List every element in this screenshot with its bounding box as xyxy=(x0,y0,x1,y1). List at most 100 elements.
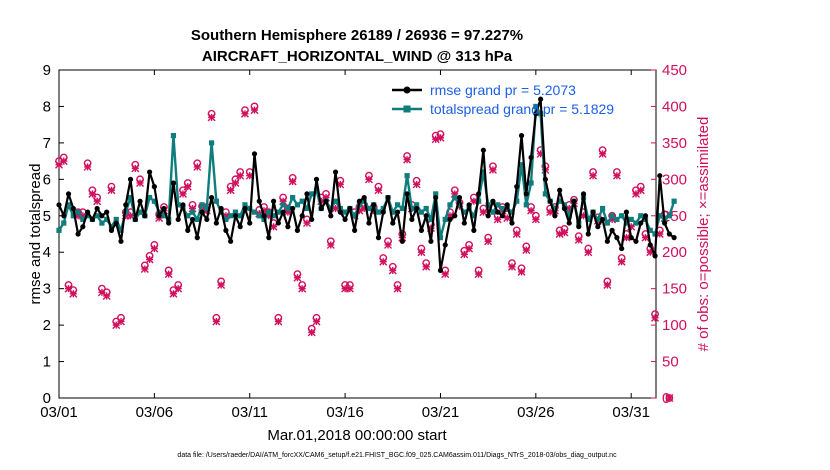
rmse-point xyxy=(127,176,134,182)
obs-assimilated-point xyxy=(493,215,502,224)
obs-assimilated-point xyxy=(517,267,526,276)
rmse-point xyxy=(166,220,172,226)
rmse-point xyxy=(251,151,258,157)
totalspread-point xyxy=(170,133,177,139)
obs-assimilated-point xyxy=(136,178,145,187)
totalspread-point xyxy=(275,209,281,215)
y-axis-left: 0 1 2 3 4 5 6 7 8 9 xyxy=(43,62,64,407)
rmse-point xyxy=(461,220,467,226)
y-axis-label: rmse and totalspread xyxy=(27,164,44,305)
rmse-point xyxy=(275,220,281,226)
totalspread-point xyxy=(294,202,301,208)
rmse-point xyxy=(514,184,520,190)
rmse-point xyxy=(137,198,143,204)
rmse-point xyxy=(566,220,572,226)
rmse-point xyxy=(394,209,401,215)
rmse-point xyxy=(380,209,386,215)
totalspread-point xyxy=(623,220,630,226)
rmse-point xyxy=(146,169,153,175)
totalspread-point xyxy=(242,202,248,208)
obs-assimilated-point xyxy=(388,266,397,275)
x-tick-label: 03/26 xyxy=(517,404,555,421)
totalspread-point xyxy=(619,213,625,219)
rmse-point xyxy=(456,194,463,201)
rmse-point xyxy=(628,235,634,241)
totalspread-point xyxy=(461,209,467,215)
rmse-point xyxy=(418,227,424,233)
y-tick-label: 8 xyxy=(43,98,51,115)
x-tick-label: 03/16 xyxy=(326,404,364,421)
rmse-point xyxy=(299,213,305,219)
y2-tick-label: 150 xyxy=(662,281,687,298)
rmse-point xyxy=(576,224,582,230)
obs-assimilated-point xyxy=(508,262,516,271)
rmse-point xyxy=(261,213,267,219)
y2-tick-label: 300 xyxy=(662,171,687,188)
totalspread-point xyxy=(414,202,420,208)
obs-assimilated-point xyxy=(307,328,316,337)
totalspread-point xyxy=(352,213,358,219)
rmse-point xyxy=(518,133,525,139)
chart-subtitle: AIRCRAFT_HORIZONTAL_WIND @ 313 hPa xyxy=(202,48,513,65)
rmse-point xyxy=(542,176,548,182)
y-tick-label: 5 xyxy=(43,208,51,225)
obs-assimilated-point xyxy=(217,281,226,290)
obs-assimilated-point xyxy=(240,109,249,118)
y2-tick-label: 250 xyxy=(662,208,687,225)
obs-assimilated-point xyxy=(603,281,612,290)
totalspread-point xyxy=(127,194,134,201)
totalspread-point xyxy=(151,198,157,204)
y-tick-label: 3 xyxy=(43,281,51,298)
totalspread-point xyxy=(175,202,181,208)
rmse-point xyxy=(180,202,186,208)
totalspread-point xyxy=(75,209,81,215)
rmse-point xyxy=(371,202,377,208)
rmse-point xyxy=(237,224,243,230)
rmse-point xyxy=(185,227,191,233)
totalspread-point xyxy=(633,220,639,226)
totalspread-point xyxy=(213,198,219,204)
totalspread-point xyxy=(280,202,286,208)
totalspread-point xyxy=(104,216,110,223)
rmse-point xyxy=(332,169,339,175)
totalspread-point xyxy=(595,216,601,223)
legend-spread-label: totalspread grand pr = 5.1829 xyxy=(430,101,614,117)
obs-assimilated-point xyxy=(212,317,221,326)
obs-assimilated-point xyxy=(474,270,483,279)
totalspread-point xyxy=(375,209,382,215)
y2-tick-label: 400 xyxy=(662,98,687,115)
rmse-point xyxy=(356,198,363,204)
totalspread-point xyxy=(189,209,196,215)
rmse-point xyxy=(194,235,200,241)
rmse-point xyxy=(671,235,677,241)
rmse-point xyxy=(585,231,591,237)
rmse-point xyxy=(595,224,601,230)
rmse-point xyxy=(485,213,491,219)
obs-assimilated-point xyxy=(584,248,593,257)
totalspread-point xyxy=(542,191,548,197)
obs-assimilated-point xyxy=(55,160,63,169)
totalspread-point xyxy=(552,205,558,212)
rmse-point xyxy=(80,224,86,230)
rmse-point xyxy=(65,191,72,197)
rmse-point xyxy=(218,205,224,212)
rmse-point xyxy=(609,227,615,233)
obs-assimilated-point xyxy=(527,206,536,215)
obs-assimilated-point xyxy=(140,264,149,273)
rmse-point xyxy=(642,213,649,219)
obs-assimilated-point xyxy=(379,257,388,266)
totalspread-point xyxy=(585,216,591,223)
totalspread-point xyxy=(390,209,396,215)
x-tick-label: 03/31 xyxy=(612,404,650,421)
totalspread-point xyxy=(204,205,210,212)
legend: rmse grand pr = 5.2073 totalspread grand… xyxy=(392,82,614,117)
rmse-point xyxy=(256,198,262,204)
rmse-point xyxy=(442,242,448,248)
obs-assimilated-point xyxy=(631,189,640,198)
obs-assimilated-point xyxy=(116,317,125,326)
rmse-point xyxy=(619,245,625,252)
totalspread-point xyxy=(499,205,506,212)
totalspread-point xyxy=(113,216,119,223)
obs-assimilated-point xyxy=(574,235,583,244)
obs-assimilated-point xyxy=(531,215,540,224)
